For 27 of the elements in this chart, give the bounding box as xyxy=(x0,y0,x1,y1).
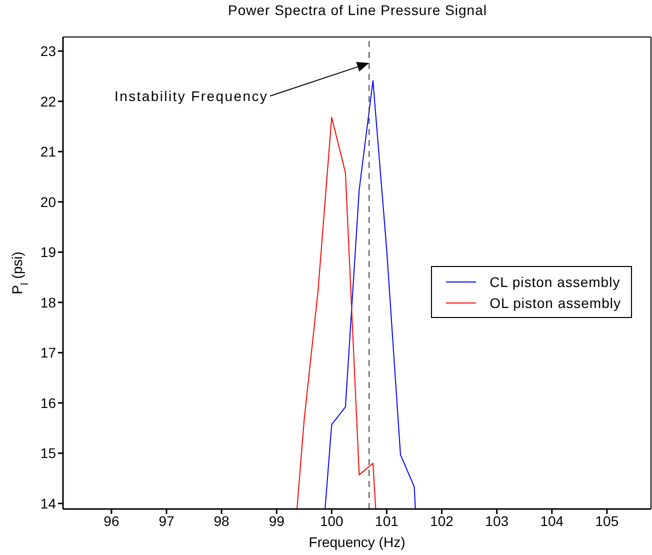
x-tick-label: 99 xyxy=(268,512,285,529)
y-tick-label: 19 xyxy=(40,244,56,260)
x-axis-title: Frequency (Hz) xyxy=(308,534,406,550)
y-tick-label: 18 xyxy=(40,294,56,310)
legend-label: OL piston assembly xyxy=(490,294,621,310)
y-tick-label: 15 xyxy=(40,445,56,462)
x-tick-label: 102 xyxy=(430,512,454,529)
x-tick-label: 104 xyxy=(540,512,564,529)
y-tick-label: 20 xyxy=(40,194,56,210)
x-tick-label: 103 xyxy=(485,512,509,529)
y-tick-label: 14 xyxy=(40,495,56,512)
x-tick-label: 97 xyxy=(158,512,175,529)
y-tick-label: 17 xyxy=(40,344,56,361)
annotation: Instability Frequency xyxy=(114,88,268,104)
x-tick-label: 98 xyxy=(214,512,230,529)
line-series xyxy=(296,116,376,509)
chart-title: Power Spectra of Line Pressure Signal xyxy=(227,2,488,18)
y-tick-label: 16 xyxy=(40,394,56,411)
y-tick-label: 23 xyxy=(40,43,56,60)
legend-label: CL piston assembly xyxy=(490,274,620,290)
x-tick-label: 96 xyxy=(104,512,120,529)
y-tick-label: 22 xyxy=(40,93,56,110)
x-tick-label: 101 xyxy=(375,512,399,529)
x-tick-label: 105 xyxy=(595,512,619,529)
x-tick-label: 100 xyxy=(320,512,344,529)
y-tick-label: 21 xyxy=(40,144,56,160)
line-series xyxy=(324,80,416,509)
